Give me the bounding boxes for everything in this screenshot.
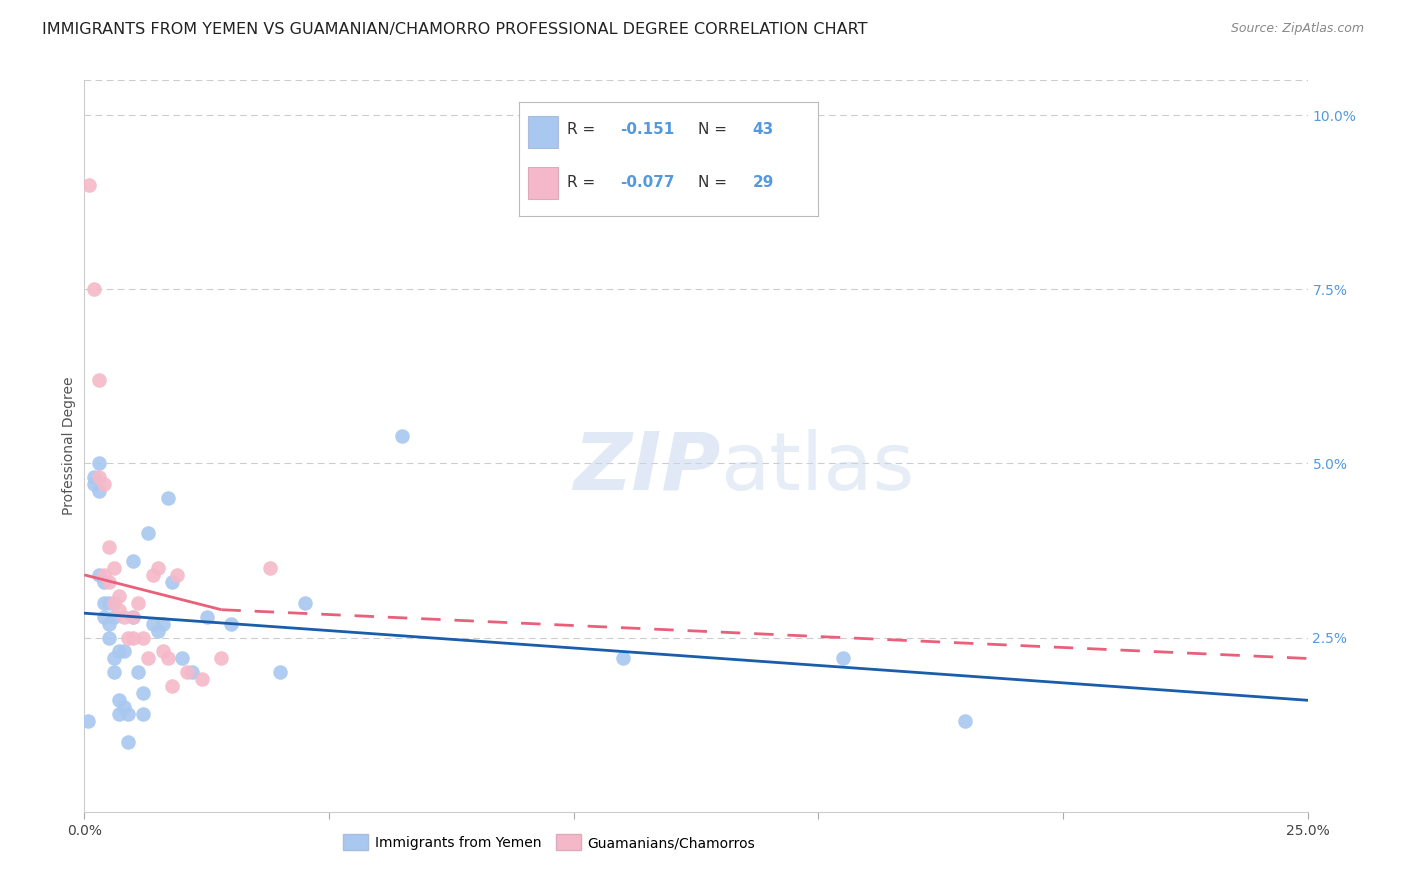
- Point: [209, 651, 232, 665]
- Point: [107, 644, 129, 658]
- Point: [107, 589, 129, 603]
- Point: [122, 609, 145, 624]
- Point: [176, 665, 198, 680]
- Point: [181, 665, 204, 680]
- Point: [103, 609, 125, 624]
- Point: [93, 609, 115, 624]
- Point: [132, 707, 155, 722]
- Point: [103, 561, 125, 575]
- Point: [93, 574, 115, 589]
- Text: atlas: atlas: [720, 429, 915, 507]
- Point: [191, 673, 214, 687]
- Text: IMMIGRANTS FROM YEMEN VS GUAMANIAN/CHAMORRO PROFESSIONAL DEGREE CORRELATION CHAR: IMMIGRANTS FROM YEMEN VS GUAMANIAN/CHAMO…: [42, 22, 868, 37]
- Point: [93, 596, 115, 610]
- Point: [83, 282, 105, 296]
- Point: [166, 567, 188, 582]
- Point: [77, 714, 100, 728]
- Point: [77, 178, 100, 192]
- Point: [87, 457, 110, 471]
- Point: [103, 651, 125, 665]
- Point: [107, 693, 129, 707]
- Point: [97, 574, 120, 589]
- Point: [87, 373, 110, 387]
- Point: [97, 540, 120, 554]
- Point: [97, 596, 120, 610]
- Point: [136, 651, 159, 665]
- Point: [117, 631, 139, 645]
- Point: [117, 707, 139, 722]
- Point: [127, 596, 149, 610]
- Text: Source: ZipAtlas.com: Source: ZipAtlas.com: [1230, 22, 1364, 36]
- Point: [103, 596, 125, 610]
- Point: [87, 470, 110, 484]
- Point: [103, 665, 125, 680]
- Point: [83, 470, 105, 484]
- Point: [612, 651, 634, 665]
- Point: [162, 679, 184, 693]
- Point: [172, 651, 194, 665]
- Point: [107, 603, 129, 617]
- Point: [136, 526, 159, 541]
- Point: [117, 735, 139, 749]
- Legend: Immigrants from Yemen, Guamanians/Chamorros: Immigrants from Yemen, Guamanians/Chamor…: [337, 829, 761, 856]
- Point: [219, 616, 242, 631]
- Point: [97, 631, 120, 645]
- Point: [127, 665, 149, 680]
- Point: [953, 714, 976, 728]
- Point: [112, 700, 135, 714]
- Point: [156, 651, 179, 665]
- Point: [195, 609, 218, 624]
- Point: [294, 596, 316, 610]
- Point: [142, 616, 165, 631]
- Point: [146, 624, 169, 638]
- Point: [107, 707, 129, 722]
- Point: [132, 686, 155, 700]
- Point: [122, 554, 145, 568]
- Point: [122, 631, 145, 645]
- Point: [93, 567, 115, 582]
- Point: [132, 631, 155, 645]
- Point: [93, 477, 115, 491]
- Point: [259, 561, 281, 575]
- Point: [146, 561, 169, 575]
- Point: [112, 609, 135, 624]
- Y-axis label: Professional Degree: Professional Degree: [62, 376, 76, 516]
- Point: [112, 644, 135, 658]
- Text: ZIP: ZIP: [574, 429, 720, 507]
- Point: [391, 428, 413, 442]
- Point: [87, 484, 110, 499]
- Point: [97, 616, 120, 631]
- Point: [269, 665, 291, 680]
- Point: [142, 567, 165, 582]
- Point: [156, 491, 179, 506]
- Point: [162, 574, 184, 589]
- Point: [87, 567, 110, 582]
- Point: [83, 477, 105, 491]
- Point: [122, 609, 145, 624]
- Point: [152, 644, 174, 658]
- Point: [831, 651, 853, 665]
- Point: [152, 616, 174, 631]
